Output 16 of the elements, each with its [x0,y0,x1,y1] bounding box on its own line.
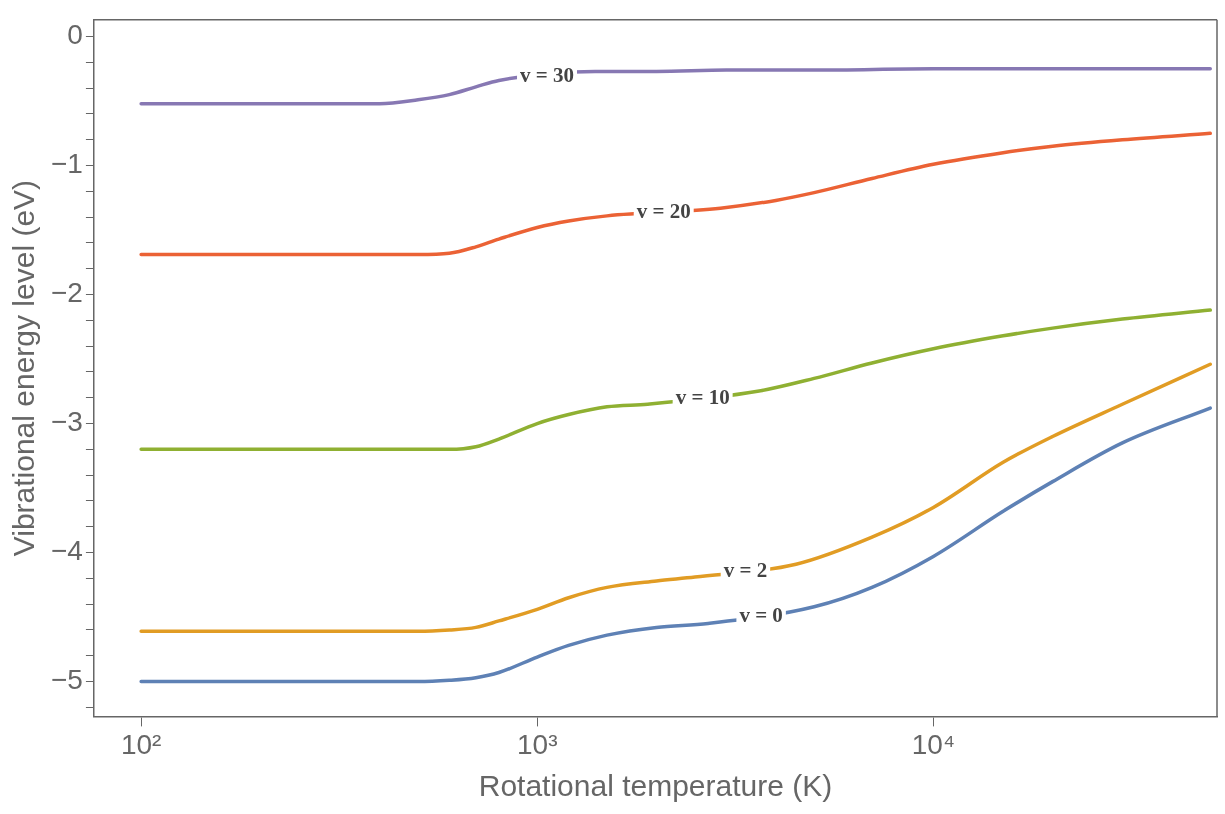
x-tick-label: 10³ [517,728,558,760]
y-tick-label: −1 [50,148,83,180]
x-tick-label: 10⁴ [911,728,955,760]
series-label: v = 20 [636,199,691,224]
series-label: v = 30 [520,63,574,88]
y-tick-label: −2 [50,277,83,309]
y-tick-label: −3 [50,406,83,438]
x-axis-title: Rotational temperature (K) [478,769,833,803]
x-tick-label: 10² [120,728,162,760]
series-label: v = 10 [675,385,730,410]
y-tick-label: −4 [50,535,83,567]
y-tick-label: −5 [50,664,83,696]
series-label: v = 0 [739,602,783,627]
y-tick-label: 0 [67,19,83,51]
series-label: v = 2 [723,558,768,583]
y-axis-title: Vibrational energy level (eV) [7,179,41,557]
